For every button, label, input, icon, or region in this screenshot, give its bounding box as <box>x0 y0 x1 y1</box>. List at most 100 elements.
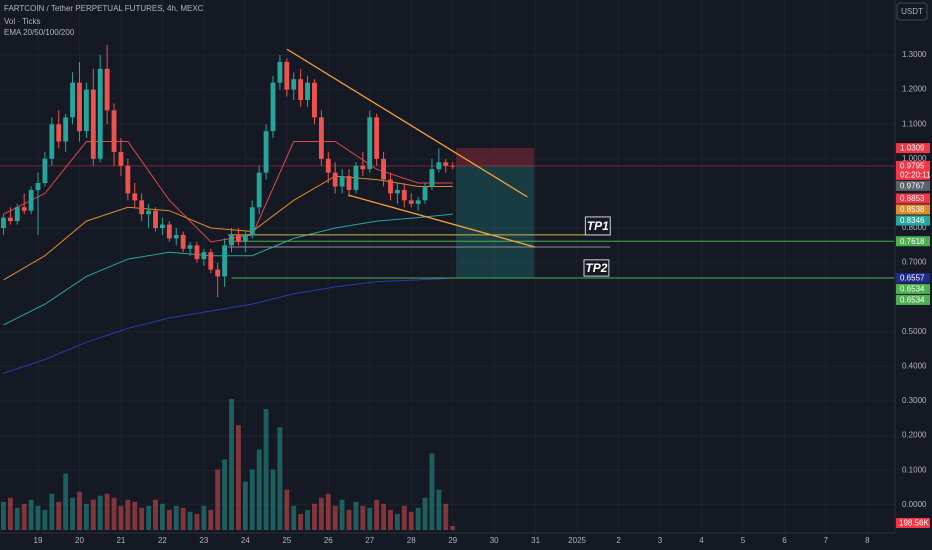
x-tick-label: 26 <box>324 536 333 545</box>
candle-body <box>63 117 69 142</box>
candle-body <box>298 79 304 100</box>
x-tick-label: 30 <box>490 536 499 545</box>
candle-body <box>70 82 75 118</box>
price-label-bg <box>896 160 930 180</box>
x-tick-label: 4 <box>699 536 704 545</box>
candle-body <box>215 269 221 277</box>
volume-bar <box>415 507 421 530</box>
volume-bar <box>14 507 20 530</box>
candle-body <box>153 210 158 229</box>
candle-body <box>256 172 262 208</box>
candle-body <box>242 234 248 242</box>
candle-body <box>118 151 124 166</box>
volume-bar <box>284 489 290 530</box>
volume-label-bg <box>896 518 930 528</box>
volume-bar <box>408 511 414 530</box>
volume-bar <box>70 497 75 530</box>
volume-bar <box>132 501 138 530</box>
candle-body <box>332 172 338 187</box>
volume-bar <box>422 497 428 530</box>
annotation-label: TP2 <box>585 261 607 275</box>
candle-body <box>222 245 228 277</box>
volume-bar <box>318 497 324 530</box>
x-tick-label: 5 <box>741 536 746 545</box>
volume-bar <box>139 507 145 530</box>
y-tick-label: 0.2000 <box>902 431 927 440</box>
volume-bar <box>146 505 152 530</box>
currency-label[interactable]: USDT <box>901 7 923 16</box>
x-tick-label: 19 <box>34 536 43 545</box>
volume-bar <box>367 507 373 530</box>
volume-bar <box>97 495 103 530</box>
volume-bar <box>90 499 96 530</box>
candle-body <box>173 234 179 239</box>
price-label: 0.8853 <box>900 194 925 203</box>
y-tick-label: 0.3000 <box>902 396 927 405</box>
x-tick-label: 3 <box>658 536 663 545</box>
volume-bar <box>21 503 27 530</box>
candle-body <box>436 162 442 170</box>
price-label-bg <box>896 204 930 215</box>
volume-bar <box>159 503 165 530</box>
candle-body <box>408 200 414 204</box>
volume-bar <box>166 509 172 530</box>
x-tick-label: 2025 <box>568 536 586 545</box>
candle-body <box>111 110 117 152</box>
target-zone <box>456 165 535 278</box>
trendline <box>286 48 528 198</box>
candle-body <box>339 176 345 187</box>
volume-bar <box>153 499 158 530</box>
volume-bar <box>381 503 386 530</box>
annotation-box <box>584 216 611 236</box>
volume-bar <box>256 449 262 530</box>
y-tick-label: 1.0000 <box>902 154 927 163</box>
x-tick-label: 27 <box>365 536 374 545</box>
volume-bar <box>332 505 338 530</box>
volume-bar <box>229 399 234 530</box>
currency-button[interactable] <box>896 2 928 21</box>
candle-body <box>450 165 456 167</box>
indicator-label: EMA 20/50/100/200 <box>4 28 75 37</box>
x-tick-label: 24 <box>241 536 250 545</box>
y-tick-label: 0.8000 <box>902 223 927 232</box>
y-tick-label: 0.4000 <box>902 362 927 371</box>
chart-title: FARTCOIN / Tether PERPETUAL FUTURES, 4h,… <box>4 4 204 13</box>
candle-body <box>139 200 145 215</box>
volume-bar <box>125 499 131 530</box>
candle-body <box>346 176 352 190</box>
volume-bar <box>346 509 352 530</box>
volume-bar <box>429 453 435 530</box>
volume-bar <box>222 459 228 530</box>
volume-bar <box>339 499 345 530</box>
candle-body <box>229 234 234 246</box>
candle-body <box>132 193 138 201</box>
candle-body <box>415 200 421 204</box>
candle-body <box>35 183 41 190</box>
volume-bar <box>242 481 248 530</box>
candle-body <box>429 169 435 187</box>
candle-body <box>28 189 34 211</box>
x-tick-label: 20 <box>75 536 84 545</box>
candle-body <box>14 207 20 222</box>
candle-body <box>291 79 297 90</box>
candle-body <box>77 82 82 132</box>
candle-body <box>166 224 172 239</box>
volume-bar <box>1 501 6 530</box>
x-tick-label: 25 <box>282 536 291 545</box>
price-label-bg <box>896 236 930 247</box>
price-label-bg <box>896 143 930 154</box>
volume-bar <box>201 505 207 530</box>
volume-bar <box>35 505 41 530</box>
y-tick-label: 1.3000 <box>902 50 927 59</box>
x-tick-label: 6 <box>782 536 787 545</box>
volume-bar <box>194 513 200 530</box>
candle-body <box>443 162 449 166</box>
volume-bar <box>104 493 110 530</box>
candle-body <box>90 89 96 159</box>
candle-body <box>208 252 214 270</box>
volume-bar <box>7 497 13 530</box>
x-tick-label: 29 <box>448 536 457 545</box>
price-label-bg <box>896 215 930 226</box>
candle-body <box>422 186 428 201</box>
annotation-label: TP1 <box>587 219 609 233</box>
